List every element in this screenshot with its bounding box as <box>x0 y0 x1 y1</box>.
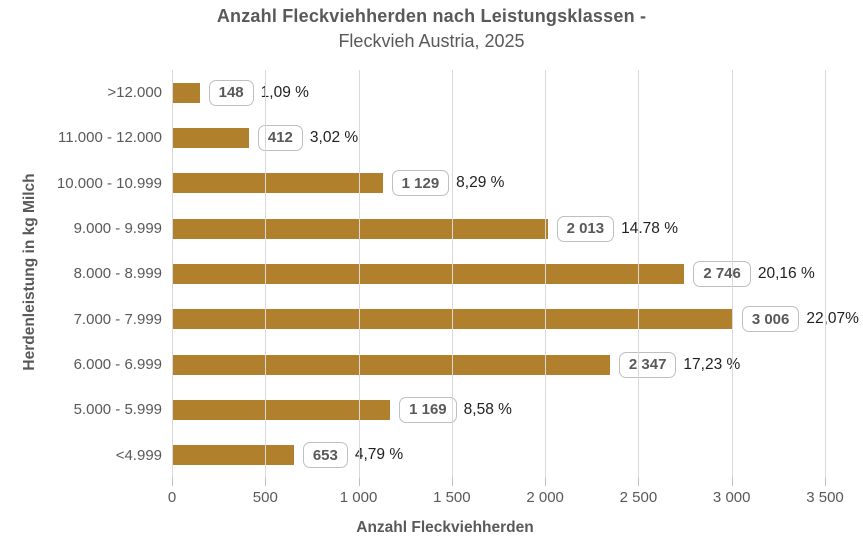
value-label-box: 148 <box>208 79 254 106</box>
bar-row: 2 746 20,16 % <box>172 251 825 296</box>
chart-subtitle: Fleckvieh Austria, 2025 <box>338 31 525 51</box>
bar-row: 3 006 22,07% <box>172 297 859 342</box>
value-label-box: 653 <box>302 442 348 469</box>
percent-label: 1,09 % <box>260 83 309 101</box>
bar-row: 148 1,09 % <box>172 70 825 115</box>
x-axis-title: Anzahl Fleckviehherden <box>356 519 534 536</box>
percent-label: 14.78 % <box>621 219 678 237</box>
bar-row: 2 347 17,23 % <box>172 342 825 387</box>
plot-area: 148 1,09 % 412 3,02 % 1 129 8,29 % 2 013 14.78 … <box>172 70 859 486</box>
percent-label: 3,02 % <box>309 128 359 146</box>
x-axis-tick <box>825 478 826 486</box>
percent-label: 20,16 % <box>757 264 815 282</box>
x-axis-tick <box>545 478 547 486</box>
x-axis-tick-label: 2 000 <box>526 489 564 506</box>
category-label: <4.999 <box>115 446 162 464</box>
value-label-box: 3 006 <box>741 306 800 333</box>
percent-label: 8,29 % <box>456 174 505 192</box>
x-axis-tick-labels: 0 500 1 000 1 500 2 000 2 500 3 000 3 500 <box>168 489 844 507</box>
x-axis-tick <box>451 478 453 486</box>
gridline <box>825 70 826 478</box>
bar <box>172 127 249 148</box>
percent-label: 4,79 % <box>354 446 404 464</box>
category-label: 9.000 - 9.999 <box>73 220 162 238</box>
bar-row: 1 129 8,29 % <box>172 161 825 206</box>
bar <box>172 445 294 466</box>
bar-row: 2 013 14.78 % <box>172 206 825 251</box>
x-axis-tick-label: 500 <box>252 489 278 506</box>
x-axis-tick <box>358 478 360 486</box>
bar <box>172 309 733 330</box>
category-label: 8.000 - 8.999 <box>73 265 162 283</box>
x-axis-tick <box>265 478 267 486</box>
category-label: >12.000 <box>107 84 162 102</box>
value-label-box: 2 347 <box>618 351 677 378</box>
percent-label: 22,07% <box>806 310 859 328</box>
bar-rows: 148 1,09 % 412 3,02 % 1 129 8,29 % 2 013 14.78 … <box>172 70 859 478</box>
category-label: 6.000 - 6.999 <box>73 356 162 374</box>
percent-label: 17,23 % <box>683 355 741 373</box>
bar-row: 412 3,02 % <box>172 115 825 160</box>
bar <box>172 173 383 194</box>
category-label: 5.000 - 5.999 <box>73 401 162 419</box>
bar <box>172 82 200 103</box>
value-label-box: 2 746 <box>693 260 751 287</box>
chart-title: Anzahl Fleckviehherden nach Leistungskla… <box>216 6 647 26</box>
x-axis-tick <box>731 478 733 486</box>
percent-label: 8,58 % <box>463 400 512 418</box>
x-axis-tick <box>638 478 640 486</box>
x-axis-tick-label: 0 <box>167 489 177 506</box>
bar <box>172 263 685 284</box>
value-label-box: 2 013 <box>556 215 615 242</box>
x-axis-tick <box>172 478 173 486</box>
value-label-box: 412 <box>257 124 303 151</box>
category-label: 10.000 - 10.999 <box>56 174 162 192</box>
bar <box>172 354 610 375</box>
x-axis-tick-label: 3 000 <box>712 489 751 506</box>
bar <box>172 218 548 239</box>
x-axis-tick-label: 3 500 <box>806 489 844 506</box>
bar-row: 653 4,79 % <box>172 433 825 478</box>
bar <box>172 399 391 420</box>
value-label-box: 1 169 <box>399 396 457 423</box>
value-label-box: 1 129 <box>391 170 450 197</box>
y-axis-category-labels: >12.000 11.000 - 12.000 10.000 - 10.999 9.0… <box>0 70 162 478</box>
category-label: 11.000 - 12.000 <box>58 129 162 147</box>
category-label: 7.000 - 7.999 <box>73 310 162 328</box>
x-axis-tick-label: 1 500 <box>433 489 471 506</box>
x-axis-tick-label: 1 000 <box>339 489 378 506</box>
bar-row: 1 169 8,58 % <box>172 387 825 432</box>
x-axis-tick-label: 2 500 <box>619 489 658 506</box>
